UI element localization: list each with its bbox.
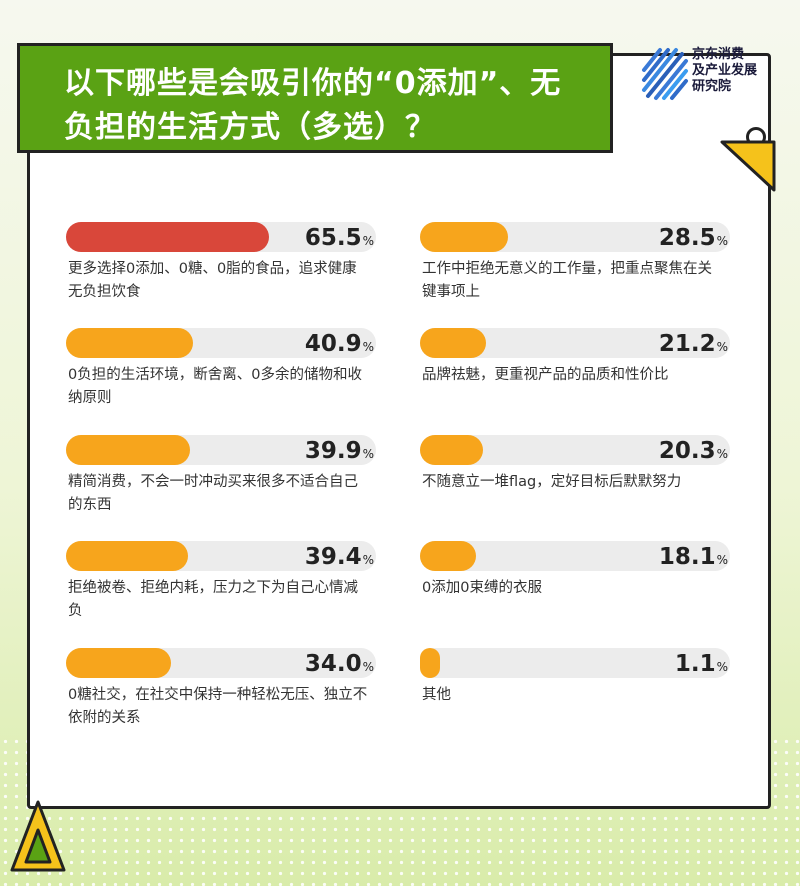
bar-fill — [420, 648, 440, 678]
deco-triangle-icon — [720, 140, 776, 192]
chart-title: 以下哪些是会吸引你的“0添加”、无 负担的生活方式（多选）？ — [17, 43, 613, 153]
bar-value-label: 34.0% — [305, 648, 374, 678]
bar-fill — [66, 435, 190, 465]
bar-track — [420, 435, 730, 465]
title-line-2: 负担的生活方式（多选）？ — [64, 110, 436, 145]
bar-unit: % — [362, 234, 374, 248]
bar-unit: % — [362, 340, 374, 354]
title-line-1: 以下哪些是会吸引你的“0添加”、无 — [64, 66, 562, 101]
bar-unit: % — [362, 447, 374, 461]
bar-track — [420, 222, 730, 252]
bar-value: 20.3 — [658, 438, 716, 464]
bar-unit: % — [716, 447, 728, 461]
bar-value: 21.2 — [658, 331, 716, 357]
logo-line-2: 及产业发展 — [692, 63, 758, 78]
bar-value: 39.4 — [304, 544, 362, 570]
bar-track — [66, 541, 376, 571]
bar-fill — [66, 328, 193, 358]
logo-line-1: 京东消费 — [692, 47, 745, 62]
bar-value-label: 40.9% — [305, 328, 374, 358]
bar-value-label: 65.5% — [305, 222, 374, 252]
logo-line-3: 研究院 — [692, 79, 732, 94]
bar-value: 34.0 — [304, 651, 362, 677]
bar-value: 1.1 — [674, 651, 716, 677]
bar-unit: % — [716, 340, 728, 354]
bar-category-label: 不随意立一堆flag，定好目标后默默努力 — [422, 474, 682, 490]
bar-value-label: 39.9% — [305, 435, 374, 465]
logo-stripes-icon — [642, 48, 688, 100]
bar-track — [420, 541, 730, 571]
bar-category-label: 0负担的生活环境，断舍离、0多余的储物和收纳原则 — [68, 367, 362, 406]
bar-category-label: 0添加0束缚的衣服 — [422, 580, 542, 596]
bar-fill — [420, 541, 477, 571]
bar-unit: % — [362, 660, 374, 674]
bar-value: 39.9 — [304, 438, 362, 464]
bar-category-label: 精简消费，不会一时冲动买来很多不适合自己的东西 — [68, 474, 358, 513]
bar-track — [420, 648, 730, 678]
bar-category-label: 工作中拒绝无意义的工作量，把重点聚焦在关键事项上 — [422, 261, 712, 300]
bar-category-label: 品牌祛魅，更重视产品的品质和性价比 — [422, 367, 669, 383]
bar-category-label: 0糖社交，在社交中保持一种轻松无压、独立不依附的关系 — [68, 687, 368, 726]
bar-fill — [66, 648, 172, 678]
bar-track — [66, 435, 376, 465]
bar-value: 28.5 — [658, 225, 716, 251]
bar-value-label: 18.1% — [659, 541, 728, 571]
bar-category-label: 更多选择0添加、0糖、0脂的食品，追求健康无负担饮食 — [68, 261, 357, 300]
bar-value-label: 20.3% — [659, 435, 728, 465]
bar-category-label: 拒绝被卷、拒绝内耗，压力之下为自己心情减负 — [68, 580, 358, 619]
chart-card — [27, 53, 771, 809]
bar-track — [420, 328, 730, 358]
bar-value: 40.9 — [304, 331, 362, 357]
bar-unit: % — [716, 553, 728, 567]
deco-bottom-triangle-icon — [10, 800, 66, 872]
bar-value: 65.5 — [304, 225, 362, 251]
logo-text: 京东消费 及产业发展 研究院 — [692, 47, 792, 95]
bar-fill — [420, 328, 486, 358]
bar-fill — [66, 222, 270, 252]
bar-fill — [420, 435, 483, 465]
bar-track — [66, 648, 376, 678]
bar-fill — [420, 222, 509, 252]
bar-track — [66, 222, 376, 252]
bar-value: 18.1 — [658, 544, 716, 570]
bar-unit: % — [716, 234, 728, 248]
bar-fill — [66, 541, 189, 571]
bar-track — [66, 328, 376, 358]
bar-value-label: 28.5% — [659, 222, 728, 252]
bar-unit: % — [362, 553, 374, 567]
bar-value-label: 1.1% — [675, 648, 728, 678]
bar-value-label: 39.4% — [305, 541, 374, 571]
bar-value-label: 21.2% — [659, 328, 728, 358]
bar-unit: % — [716, 660, 728, 674]
bar-category-label: 其他 — [422, 687, 451, 703]
